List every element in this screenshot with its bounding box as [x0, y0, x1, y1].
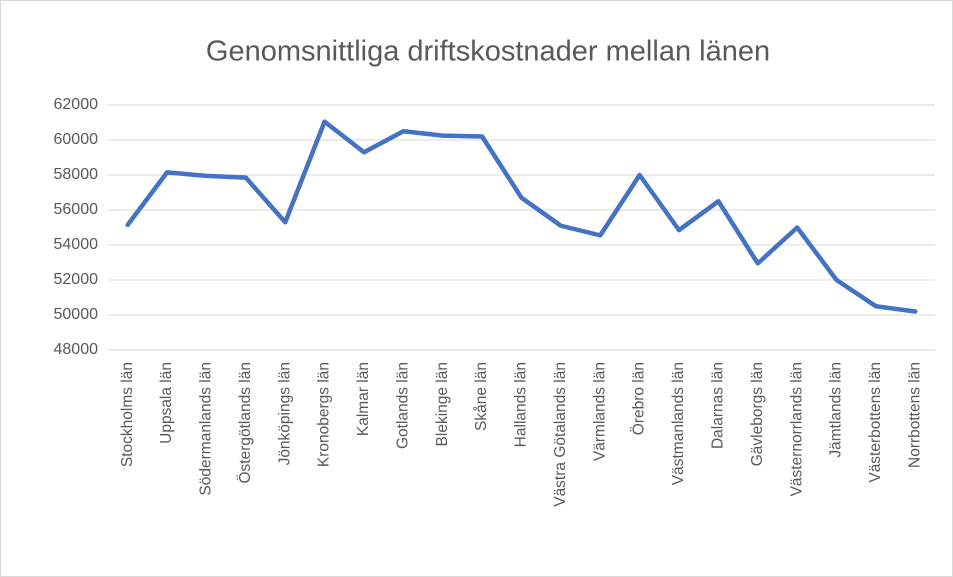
x-tick-label: Kalmar län	[355, 362, 372, 436]
x-tick-label: Västernorrlands län	[788, 362, 805, 496]
x-tick-label: Södermanlands län	[198, 362, 215, 496]
y-tick-label: 50000	[54, 306, 99, 323]
y-tick-label: 54000	[54, 236, 99, 253]
chart-title: Genomsnittliga driftskostnader mellan lä…	[206, 36, 770, 68]
y-tick-label: 48000	[54, 341, 99, 358]
x-tick-label: Västmanlands län	[670, 362, 687, 485]
x-tick-label: Västra Götalands län	[552, 362, 569, 507]
x-tick-label: Östergötlands län	[236, 362, 254, 484]
x-tick-label: Jönköpings län	[276, 362, 293, 465]
y-tick-label: 56000	[54, 201, 99, 218]
x-tick-label: Norrbottens län	[906, 362, 923, 468]
x-tick-label: Skåne län	[473, 362, 490, 431]
x-tick-label: Uppsala län	[158, 362, 175, 444]
x-tick-label: Kronobergs län	[316, 362, 333, 467]
x-tick-label: Stockholms län	[119, 362, 136, 467]
x-tick-label: Värmlands län	[591, 362, 608, 461]
y-tick-label: 52000	[54, 271, 99, 288]
data-line	[125, 119, 918, 314]
x-tick-label: Jämtlands län	[828, 362, 845, 458]
x-tick-label: Hallands län	[513, 362, 530, 447]
x-tick-label: Blekinge län	[434, 362, 451, 446]
y-tick-label: 60000	[54, 131, 99, 148]
x-tick-label: Örebro län	[630, 362, 648, 435]
y-tick-label: 62000	[54, 96, 99, 113]
x-tick-label: Gävleborgs län	[749, 362, 766, 466]
x-tick-label: Västerbottens län	[867, 362, 884, 483]
y-tick-label: 58000	[54, 166, 99, 183]
x-tick-label: Dalarnas län	[709, 362, 726, 449]
x-tick-label: Gotlands län	[394, 362, 411, 449]
